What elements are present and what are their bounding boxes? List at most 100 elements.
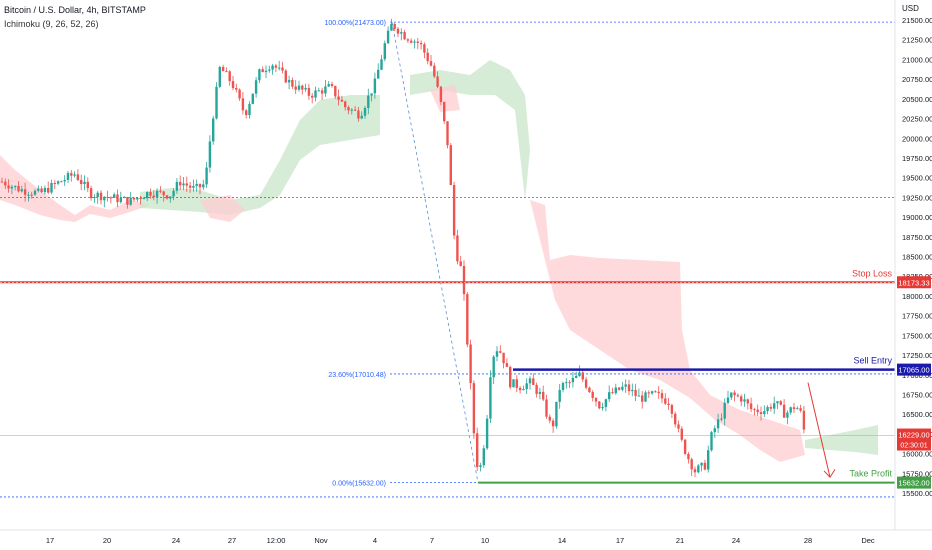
candle-body <box>591 392 594 398</box>
candle-body <box>172 190 175 197</box>
candle-body <box>608 392 611 400</box>
candle-body <box>485 418 489 449</box>
candle-body <box>779 401 782 405</box>
candle-body <box>96 192 99 197</box>
candle-body <box>10 186 14 189</box>
candle-body <box>766 407 769 412</box>
stop-loss-price-badge-bg <box>897 276 931 289</box>
candle-body <box>575 375 578 378</box>
candle-body <box>423 44 426 53</box>
candle-body <box>617 387 621 390</box>
candle-body <box>192 185 195 188</box>
candle-body <box>786 412 789 418</box>
candle-body <box>664 398 667 404</box>
candle-body <box>155 190 159 198</box>
fib-level-label: 100.00%(21473.00) <box>325 20 387 27</box>
fib-diagonal-line <box>391 22 479 483</box>
candle-body <box>268 69 271 71</box>
candle-body <box>459 261 462 266</box>
x-tick-label: 12:00 <box>267 536 286 545</box>
stop-loss-label: Stop Loss <box>852 268 893 278</box>
candle-body <box>4 181 7 186</box>
ichimoku-cloud-6 <box>805 425 878 455</box>
candle-body <box>396 28 400 34</box>
fib-level-label: 23.60%(17010.48) <box>328 372 386 379</box>
take-profit-label: Take Profit <box>849 469 892 479</box>
candle-body <box>604 399 608 408</box>
candle-body <box>202 184 205 188</box>
candle-body <box>410 40 413 43</box>
candle-body <box>479 465 482 467</box>
candle-body <box>278 67 281 69</box>
candle-body <box>152 195 155 198</box>
candle-body <box>452 184 456 236</box>
candle-body <box>512 379 515 388</box>
candle-body <box>621 386 624 390</box>
candle-body <box>218 67 221 87</box>
candle-body <box>20 189 23 192</box>
candle-body <box>198 183 202 188</box>
candle-body <box>80 180 83 185</box>
candle-body <box>251 93 254 104</box>
candle-body <box>301 85 304 90</box>
candle-body <box>446 121 449 146</box>
candle-body <box>327 84 330 87</box>
candle-body <box>347 107 350 111</box>
candle-body <box>667 403 670 406</box>
x-tick-label: 21 <box>676 536 684 545</box>
y-tick-label: 21250.00 <box>902 36 932 45</box>
candle-body <box>23 189 27 195</box>
candle-body <box>17 185 20 192</box>
candle-body <box>730 392 733 398</box>
candle-body <box>30 194 33 196</box>
y-tick-label: 17750.00 <box>902 312 932 321</box>
candle-body <box>116 194 119 203</box>
candle-body <box>568 382 571 384</box>
candle-body <box>641 395 644 402</box>
candle-body <box>129 197 132 205</box>
candle-body <box>297 85 301 90</box>
candle-body <box>212 118 215 142</box>
x-tick-label: 27 <box>228 536 236 545</box>
candle-body <box>360 115 363 119</box>
candle-body <box>627 384 631 392</box>
candle-body <box>50 183 53 193</box>
candle-body <box>796 408 799 410</box>
candle-body <box>538 391 542 394</box>
ichimoku-cloud-5 <box>530 200 805 462</box>
candle-body <box>182 183 185 186</box>
candle-body <box>76 174 80 181</box>
y-tick-label: 20250.00 <box>902 115 932 124</box>
candle-body <box>350 109 353 111</box>
candle-body <box>601 407 604 409</box>
candle-body <box>429 61 433 66</box>
candle-body <box>581 372 584 380</box>
candle-body <box>776 401 779 404</box>
candle-body <box>63 179 66 182</box>
candle-body <box>390 23 393 31</box>
candle-body <box>680 428 683 440</box>
y-tick-label: 18750.00 <box>902 233 932 242</box>
candle-body <box>707 450 710 470</box>
candle-body <box>773 403 776 409</box>
x-tick-label: 20 <box>103 536 111 545</box>
candle-body <box>344 101 347 108</box>
candle-body <box>60 181 63 183</box>
candle-body <box>386 30 390 44</box>
candle-body <box>495 351 499 357</box>
candle-body <box>83 181 86 185</box>
candle-body <box>634 389 637 396</box>
x-tick-label: 28 <box>804 536 812 545</box>
candle-body <box>175 181 179 191</box>
candle-body <box>66 173 70 180</box>
candle-body <box>449 145 452 185</box>
candle-body <box>205 167 208 185</box>
candle-body <box>103 196 106 201</box>
candle-body <box>502 352 505 364</box>
candle-body <box>14 185 17 187</box>
candle-body <box>528 378 532 384</box>
candle-body <box>542 391 545 400</box>
candle-body <box>558 389 561 402</box>
y-tick-label: 19750.00 <box>902 154 932 163</box>
